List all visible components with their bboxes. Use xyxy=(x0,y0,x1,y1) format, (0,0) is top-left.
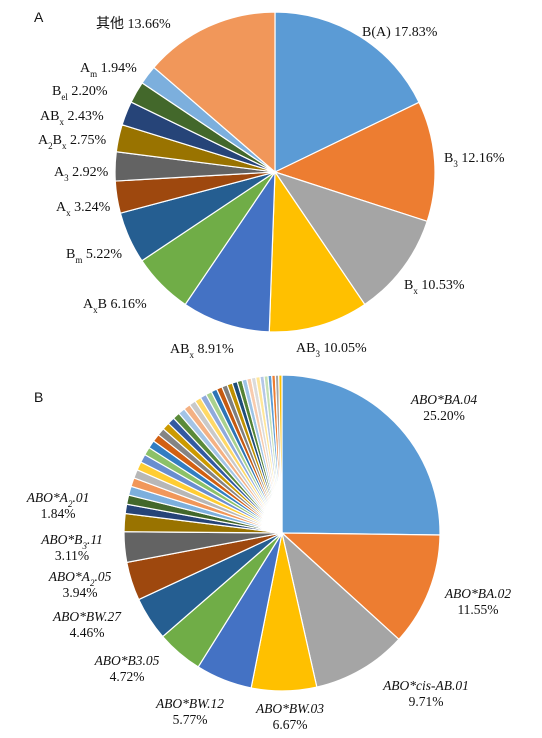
pie-a-labels: B(A) 17.83% B3 12.16% Bx 10.53% AB3 10.05% A… xyxy=(38,16,505,360)
pie-a-label-am: Am 1.94% xyxy=(80,61,137,79)
pie-a-slice-ab3-3 xyxy=(268,170,366,333)
pie-b-label-abo-b3-05: ABO*B3.05 xyxy=(94,653,160,668)
pie-a-label-b-a: B(A) 17.83% xyxy=(362,25,438,40)
pie-a-slice-abx-4 xyxy=(184,169,276,333)
pie-b-slice-minor-35 xyxy=(278,374,283,534)
pie-b-value-abo-ba-04: 25.20% xyxy=(423,408,465,423)
pie-a-label-other: 其他 13.66% xyxy=(96,16,171,32)
pie-a-label-a2bx: A2Bx 2.75% xyxy=(38,133,106,151)
pie-a-label-ax: Ax 3.24% xyxy=(56,200,111,218)
pie-b-value-abo-a2-05: 3.94% xyxy=(63,585,98,600)
pie-b-value-abo-cis-ab-01: 9.71% xyxy=(409,694,444,709)
pie-b-label-abo-bw-12: ABO*BW.12 xyxy=(155,696,224,711)
panel-a-label: A xyxy=(34,9,44,25)
pie-b-label-abo-b3-11: ABO*B3.11 xyxy=(40,532,103,551)
pie-b-value-abo-bw-03: 6.67% xyxy=(273,717,308,732)
pie-a-label-bm: Bm 5.22% xyxy=(66,247,122,265)
pie-b-value-abo-a2-01: 1.84% xyxy=(41,506,76,521)
pie-a-label-b3: B3 12.16% xyxy=(444,151,505,169)
pie-b-value-abo-ba-02: 11.55% xyxy=(457,602,498,617)
pie-b-slice-abo-ba-02-1 xyxy=(280,532,441,641)
pie-b-slice-abo-ba-04-0 xyxy=(281,374,441,536)
pie-b-label-abo-a2-05: ABO*A2.05 xyxy=(48,569,112,588)
pie-a-label-a3: A3 2.92% xyxy=(54,165,109,183)
pie-a-label-axb: AxB 6.16% xyxy=(83,297,147,315)
pie-a-label-bx: Bx 10.53% xyxy=(404,278,465,296)
pie-a-label-bel: Bel 2.20% xyxy=(52,84,108,102)
pie-a-label-abx: ABx 8.91% xyxy=(170,342,234,360)
pie-chart-b xyxy=(123,374,441,692)
pie-b-label-abo-bw-03: ABO*BW.03 xyxy=(255,701,324,716)
pie-b-value-abo-b3-05: 4.72% xyxy=(110,669,145,684)
pie-b-value-abo-bw-12: 5.77% xyxy=(173,712,208,727)
pie-a-label-abx: ABx 2.43% xyxy=(40,109,104,127)
pie-a-label-ab3: AB3 10.05% xyxy=(296,341,367,359)
panel-b-label: B xyxy=(34,389,43,405)
pie-b-label-abo-ba-02: ABO*BA.02 xyxy=(444,586,512,601)
pie-b-label-abo-ba-04: ABO*BA.04 xyxy=(410,392,478,407)
pie-b-slice-abo-cis-ab-01-2 xyxy=(280,531,400,688)
pie-a-slice-b-a-0 xyxy=(274,11,420,173)
pie-b-label-abo-bw-27: ABO*BW.27 xyxy=(52,609,122,624)
pie-b-value-abo-b3-11: 3.11% xyxy=(55,548,89,563)
pie-a-slice-other-13 xyxy=(153,11,276,174)
pie-chart-a xyxy=(114,11,436,333)
pie-b-label-abo-a2-01: ABO*A2.01 xyxy=(26,490,90,509)
pie-b-label-abo-cis-ab-01: ABO*cis-AB.01 xyxy=(382,678,469,693)
pie-b-value-abo-bw-27: 4.46% xyxy=(70,625,105,640)
pie-a-slice-b3-1 xyxy=(273,101,436,223)
pie-a-slice-bx-2 xyxy=(273,170,428,306)
